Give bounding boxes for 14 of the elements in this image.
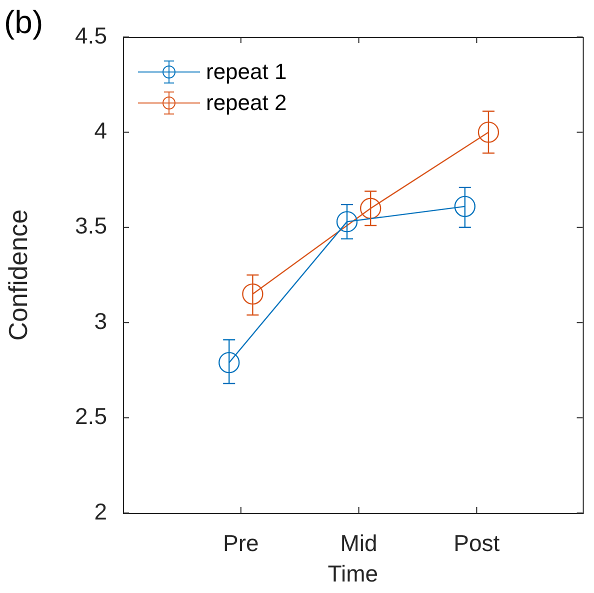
chart-title: (b) bbox=[4, 4, 44, 41]
legend-label: repeat 1 bbox=[206, 58, 287, 84]
y-tick-label: 3.5 bbox=[75, 212, 107, 239]
x-tick-label: Mid bbox=[340, 530, 378, 556]
y-tick-label: 3 bbox=[94, 308, 107, 334]
legend-label: repeat 2 bbox=[206, 90, 287, 116]
y-tick-label: 4.5 bbox=[75, 22, 107, 48]
y-tick-label: 4 bbox=[94, 118, 108, 144]
y-axis-title: Confidence bbox=[2, 209, 33, 341]
x-tick-label: Post bbox=[454, 530, 500, 556]
y-tick-label: 2.5 bbox=[75, 403, 107, 430]
x-axis-title: Time bbox=[328, 560, 378, 587]
x-tick-label: Pre bbox=[223, 530, 259, 556]
y-tick-label: 2 bbox=[94, 498, 107, 524]
